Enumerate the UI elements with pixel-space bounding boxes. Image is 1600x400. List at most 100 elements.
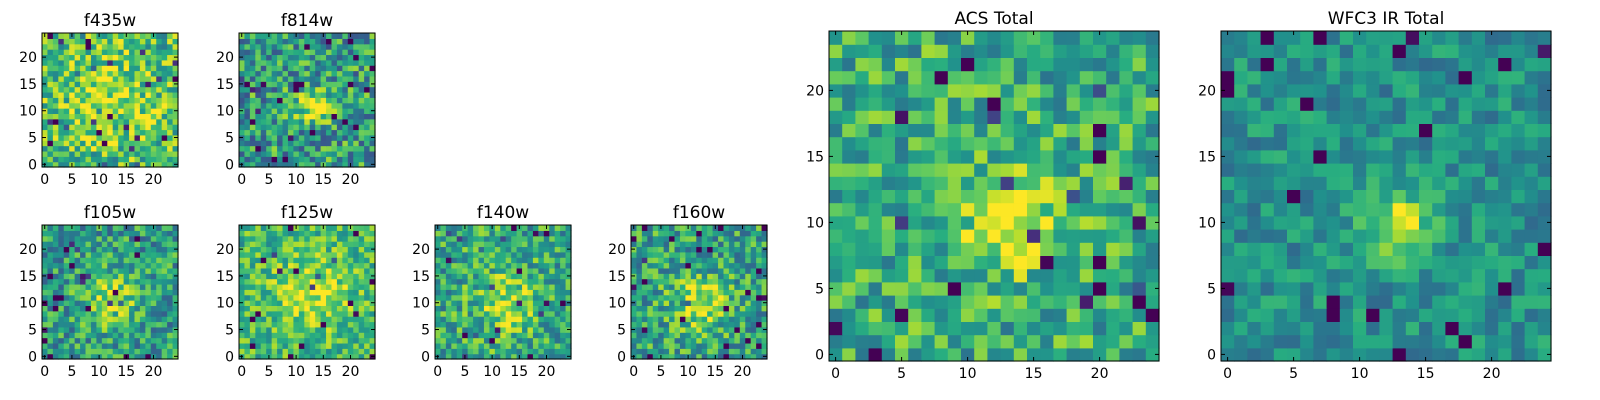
pixel-cell bbox=[364, 33, 371, 39]
pixel-cell bbox=[532, 353, 539, 360]
pixel-cell bbox=[1273, 347, 1288, 362]
pixel-cell bbox=[293, 54, 300, 61]
pixel-cell bbox=[728, 257, 735, 264]
pixel-cell bbox=[156, 321, 163, 328]
pixel-cell bbox=[315, 337, 322, 344]
pixel-cell bbox=[63, 267, 70, 274]
pixel-cell bbox=[934, 97, 949, 111]
pixel-cell bbox=[315, 150, 322, 157]
pixel-cell bbox=[1471, 189, 1486, 204]
pixel-cell bbox=[80, 49, 87, 56]
pixel-cell bbox=[761, 289, 768, 296]
pixel-cell bbox=[85, 257, 92, 264]
pixel-cell bbox=[1247, 281, 1262, 296]
pixel-cell bbox=[304, 118, 311, 125]
pixel-cell bbox=[1145, 31, 1160, 45]
pixel-cell bbox=[331, 283, 338, 290]
pixel-cell bbox=[734, 326, 741, 333]
pixel-cell bbox=[331, 273, 338, 280]
pixel-cell bbox=[260, 49, 267, 56]
pixel-cell bbox=[277, 326, 284, 333]
pixel-cell bbox=[1300, 189, 1314, 204]
pixel-cell bbox=[255, 140, 262, 147]
pixel-cell bbox=[1313, 229, 1328, 243]
pixel-cell bbox=[107, 156, 114, 163]
pixel-cell bbox=[532, 241, 539, 248]
pixel-cell bbox=[326, 129, 333, 136]
pixel-cell bbox=[42, 257, 49, 264]
pixel-cell bbox=[1326, 295, 1341, 309]
pixel-cell bbox=[1432, 308, 1446, 322]
pixel-cell bbox=[118, 257, 125, 264]
pixel-cell bbox=[80, 235, 87, 242]
pixel-cell bbox=[364, 310, 371, 317]
pixel-cell bbox=[1027, 97, 1041, 111]
pixel-cell bbox=[249, 262, 256, 269]
pixel-cell bbox=[244, 342, 251, 349]
pixel-cell bbox=[761, 278, 768, 285]
pixel-cell bbox=[244, 156, 251, 163]
pixel-cell bbox=[1339, 202, 1354, 217]
pixel-cell bbox=[266, 305, 273, 312]
pixel-cell bbox=[745, 235, 752, 242]
pixel-cell bbox=[139, 273, 146, 280]
pixel-cell bbox=[244, 251, 251, 258]
pixel-cell bbox=[987, 44, 1002, 58]
pixel-cell bbox=[961, 149, 975, 164]
pixel-cell bbox=[761, 267, 768, 274]
pixel-cell bbox=[315, 241, 322, 248]
pixel-cell bbox=[554, 305, 561, 312]
pixel-cell bbox=[342, 326, 349, 333]
pixel-cell bbox=[1145, 334, 1160, 349]
pixel-cell bbox=[707, 235, 714, 242]
pixel-cell bbox=[532, 283, 539, 290]
pixel-cell bbox=[1432, 255, 1446, 270]
pixel-cell bbox=[511, 267, 518, 274]
pixel-cell bbox=[947, 202, 962, 217]
pixel-cell bbox=[855, 176, 870, 190]
pixel-cell bbox=[239, 140, 246, 147]
pixel-cell bbox=[145, 129, 152, 136]
pixel-cell bbox=[467, 251, 474, 258]
pixel-cell bbox=[69, 75, 76, 82]
pixel-cell bbox=[271, 156, 278, 163]
pixel-cell bbox=[309, 353, 316, 360]
pixel-cell bbox=[364, 140, 371, 147]
pixel-cell bbox=[167, 353, 174, 360]
pixel-cell bbox=[565, 230, 572, 237]
pixel-cell bbox=[895, 97, 909, 111]
pixel-cell bbox=[309, 113, 316, 120]
pixel-cell bbox=[58, 342, 65, 349]
pixel-cell bbox=[527, 342, 534, 349]
pixel-cell bbox=[652, 283, 659, 290]
pixel-cell bbox=[565, 289, 572, 296]
pixel-cell bbox=[478, 300, 485, 306]
pixel-cell bbox=[1471, 321, 1486, 336]
pixel-cell bbox=[669, 235, 676, 242]
pixel-cell bbox=[271, 108, 278, 114]
pixel-cell bbox=[266, 118, 273, 125]
pixel-cell bbox=[1353, 242, 1367, 256]
pixel-cell bbox=[685, 305, 692, 312]
pixel-cell bbox=[80, 70, 87, 77]
pixel-cell bbox=[118, 289, 125, 296]
pixel-cell bbox=[326, 225, 333, 231]
pixel-cell bbox=[309, 97, 316, 104]
pixel-cell bbox=[855, 163, 870, 177]
pixel-cell bbox=[172, 337, 179, 344]
pixel-cell bbox=[1132, 215, 1147, 230]
pixel-cell bbox=[139, 241, 146, 248]
pixel-cell bbox=[80, 278, 87, 285]
pixel-cell bbox=[134, 156, 141, 163]
pixel-cell bbox=[315, 310, 322, 317]
pixel-cell bbox=[745, 241, 752, 248]
pixel-cell bbox=[315, 235, 322, 242]
pixel-cell bbox=[445, 251, 452, 258]
pixel-cell bbox=[249, 321, 256, 328]
pixel-cell bbox=[172, 150, 179, 157]
pixel-cell bbox=[527, 278, 534, 285]
pixel-cell bbox=[707, 321, 714, 328]
pixel-cell bbox=[756, 342, 763, 349]
pixel-cell bbox=[1066, 110, 1081, 124]
pixel-cell bbox=[1145, 57, 1160, 72]
